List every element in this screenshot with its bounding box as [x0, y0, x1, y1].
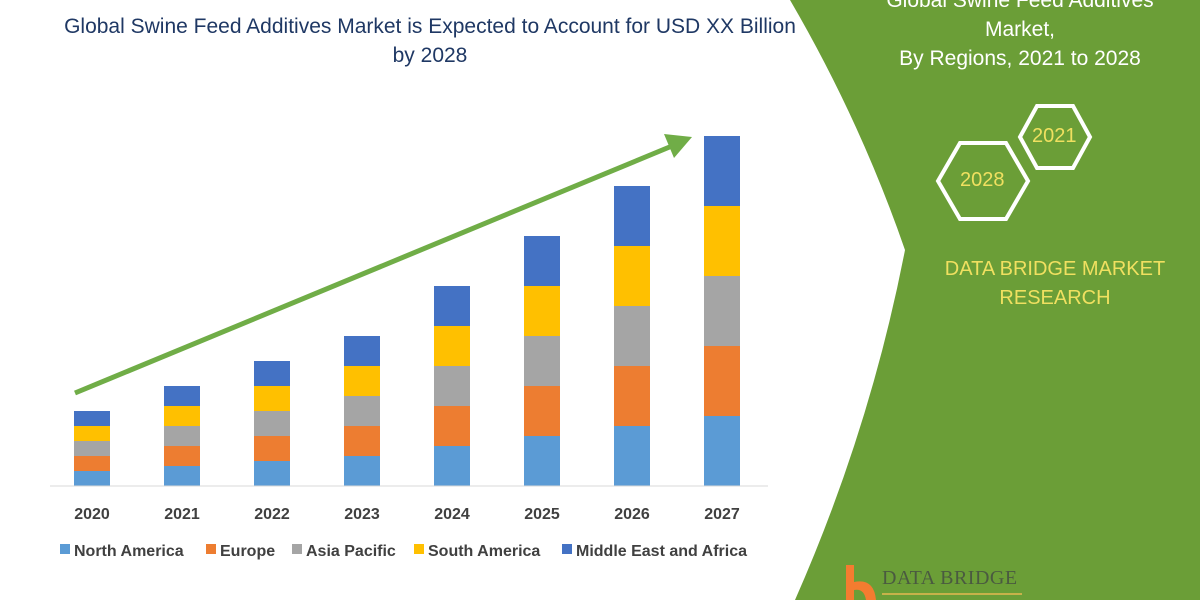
bar-segment-2026-4 [614, 186, 650, 246]
bar-segment-2021-1 [164, 446, 200, 466]
bar-segment-2026-1 [614, 366, 650, 426]
logo-icon [846, 565, 1022, 600]
brand-text: DATA BRIDGE MARKET RESEARCH [910, 255, 1200, 313]
panel-title-line: Market, [984, 18, 1055, 41]
legend-swatch [206, 544, 216, 554]
bar-segment-2026-2 [614, 306, 650, 366]
x-tick-label: 2027 [704, 506, 740, 523]
x-tick-label: 2021 [164, 506, 200, 523]
bar-segment-2020-2 [74, 441, 110, 456]
panel-title-line: By Regions, 2021 to 2028 [899, 47, 1141, 70]
bar-segment-2027-0 [704, 416, 740, 486]
bar-segment-2022-1 [254, 436, 290, 461]
hex-label-2021: 2021 [1032, 125, 1077, 147]
panel-title-line: Global Swine Feed Additives [886, 0, 1154, 12]
bar-segment-2022-2 [254, 411, 290, 436]
x-tick-label: 2020 [74, 506, 110, 523]
legend: North America Europe Asia Pacific South Ame… [60, 543, 747, 560]
bar-segment-2023-4 [344, 336, 380, 366]
bars [74, 136, 740, 486]
green-panel [790, 0, 1200, 600]
bar-segment-2020-4 [74, 411, 110, 426]
x-tick-label: 2026 [614, 506, 650, 523]
panel-title: Global Swine Feed Additives Market, By R… [840, 0, 1200, 73]
chart-title: Global Swine Feed Additives Market is Ex… [64, 15, 796, 67]
bar-segment-2025-2 [524, 336, 560, 386]
bar-segment-2025-1 [524, 386, 560, 436]
x-tick-label: 2023 [344, 506, 380, 523]
legend-label: Middle East and Africa [576, 543, 747, 560]
bar-segment-2025-0 [524, 436, 560, 486]
bar-segment-2025-3 [524, 286, 560, 336]
bar-segment-2027-1 [704, 346, 740, 416]
bar-segment-2024-4 [434, 286, 470, 326]
bar-segment-2022-3 [254, 386, 290, 411]
bar-segment-2024-3 [434, 326, 470, 366]
bar-segment-2021-4 [164, 386, 200, 406]
bar-segment-2023-3 [344, 366, 380, 396]
bar-segment-2027-2 [704, 276, 740, 346]
legend-label: Asia Pacific [306, 543, 396, 560]
hex-label-2028: 2028 [960, 169, 1005, 191]
bar-segment-2026-3 [614, 246, 650, 306]
brand-line: RESEARCH [999, 287, 1111, 309]
legend-label: Europe [220, 543, 275, 560]
bar-segment-2026-0 [614, 426, 650, 486]
bar-segment-2020-0 [74, 471, 110, 486]
bar-segment-2023-1 [344, 426, 380, 456]
brand-line: DATA BRIDGE MARKET [944, 258, 1166, 280]
bar-segment-2023-0 [344, 456, 380, 486]
bar-segment-2024-2 [434, 366, 470, 406]
bar-segment-2025-4 [524, 236, 560, 286]
legend-label: North America [74, 543, 184, 560]
bar-segment-2020-3 [74, 426, 110, 441]
logo-text: DATA BRIDGE [882, 567, 1018, 589]
bar-segment-2027-3 [704, 206, 740, 276]
x-axis-ticks: 2020 2021 2022 2023 2024 2025 2026 2027 [74, 506, 740, 523]
legend-swatch [562, 544, 572, 554]
legend-swatch [60, 544, 70, 554]
bar-segment-2023-2 [344, 396, 380, 426]
bar-segment-2021-0 [164, 466, 200, 486]
legend-swatch [414, 544, 424, 554]
trend-arrow [74, 134, 692, 396]
legend-label: South America [428, 543, 540, 560]
bar-segment-2021-2 [164, 426, 200, 446]
x-tick-label: 2024 [434, 506, 470, 523]
hexagon-2021-icon [1017, 104, 1093, 170]
bar-segment-2022-0 [254, 461, 290, 486]
hexagon-2028-icon [935, 141, 1031, 221]
legend-swatch [292, 544, 302, 554]
bar-segment-2027-4 [704, 136, 740, 206]
x-tick-label: 2025 [524, 506, 560, 523]
x-tick-label: 2022 [254, 506, 290, 523]
bar-segment-2022-4 [254, 361, 290, 386]
bar-segment-2021-3 [164, 406, 200, 426]
bar-segment-2024-1 [434, 406, 470, 446]
bar-segment-2024-0 [434, 446, 470, 486]
bar-segment-2020-1 [74, 456, 110, 471]
